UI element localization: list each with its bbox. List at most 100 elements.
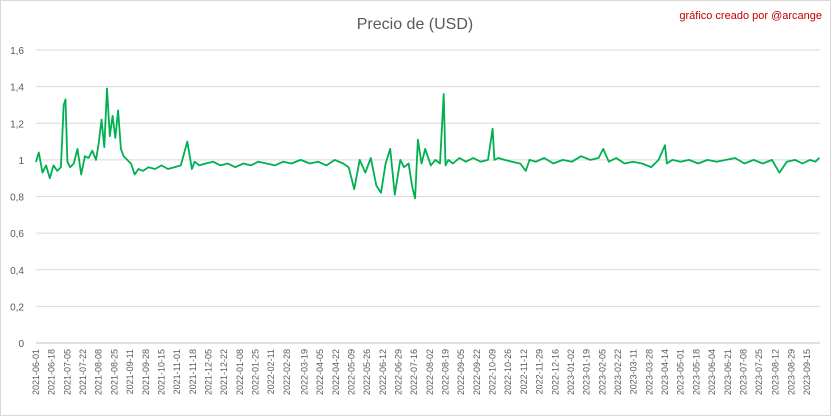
data-point xyxy=(142,170,144,172)
data-point xyxy=(434,159,436,161)
data-point xyxy=(602,148,604,150)
series-line-price xyxy=(35,87,820,200)
x-tick-label: 2021-06-18 xyxy=(47,349,57,395)
x-tick-label: 2022-05-26 xyxy=(362,349,372,395)
data-point xyxy=(480,161,482,163)
y-tick-label: 0,4 xyxy=(10,266,24,277)
data-point xyxy=(147,166,150,168)
x-tick-label: 2023-02-05 xyxy=(597,349,607,395)
data-point xyxy=(41,172,44,174)
data-point xyxy=(250,164,252,166)
data-point xyxy=(580,155,582,157)
data-point xyxy=(375,184,377,187)
data-point xyxy=(364,172,366,174)
data-point xyxy=(194,161,196,163)
data-point xyxy=(52,164,55,166)
data-point xyxy=(430,164,432,166)
x-tick-label: 2023-07-25 xyxy=(754,349,764,395)
data-point xyxy=(80,173,82,176)
data-point xyxy=(666,162,668,165)
data-point xyxy=(671,159,674,161)
data-point xyxy=(778,172,781,174)
data-point xyxy=(274,164,276,166)
x-tick-label: 2022-06-12 xyxy=(378,349,388,395)
data-point xyxy=(117,109,119,111)
data-point xyxy=(106,87,108,90)
x-tick-label: 2021-08-08 xyxy=(94,349,104,395)
data-point xyxy=(598,157,600,159)
data-point xyxy=(180,164,182,166)
x-tick-label: 2023-03-11 xyxy=(629,349,639,394)
x-tick-label: 2023-07-08 xyxy=(738,349,748,395)
data-point xyxy=(173,166,175,168)
data-point xyxy=(317,161,319,163)
x-tick-label: 2022-01-25 xyxy=(251,349,261,395)
data-point xyxy=(535,161,537,163)
data-point xyxy=(126,159,128,161)
x-tick-label: 2023-01-02 xyxy=(566,349,576,395)
x-tick-label: 2022-02-11 xyxy=(266,349,276,394)
x-tick-label: 2022-11-12 xyxy=(519,349,529,394)
y-tick-label: 1 xyxy=(18,156,24,167)
x-tick-label: 2023-05-18 xyxy=(691,349,701,395)
data-point xyxy=(198,164,200,166)
data-point xyxy=(809,159,811,161)
data-point xyxy=(325,164,328,166)
x-tick-label: 2021-09-28 xyxy=(141,349,151,395)
data-point xyxy=(63,104,65,106)
y-tick-label: 0,6 xyxy=(10,229,24,240)
data-point xyxy=(282,161,284,163)
data-point xyxy=(786,161,788,163)
y-tick-label: 1,4 xyxy=(10,83,24,94)
data-point xyxy=(399,159,401,161)
data-point xyxy=(641,162,643,165)
data-point xyxy=(420,162,423,165)
data-point xyxy=(589,159,591,161)
data-point xyxy=(120,148,122,150)
data-point xyxy=(414,197,416,199)
data-point xyxy=(219,164,222,166)
data-point xyxy=(60,166,62,168)
x-tick-label: 2023-09-15 xyxy=(802,349,812,395)
x-tick-label: 2022-01-08 xyxy=(235,349,245,395)
data-point xyxy=(69,166,71,168)
data-point xyxy=(472,157,474,159)
data-point xyxy=(688,159,690,161)
gridlines xyxy=(36,49,820,307)
data-point xyxy=(167,168,169,170)
x-tick-label: 2022-04-05 xyxy=(315,349,325,395)
x-tick-label: 2023-03-28 xyxy=(644,349,654,395)
x-axis-ticks: 2021-06-01 2021-06-18 2021-07-05 2021-07-22… xyxy=(31,349,812,395)
data-point xyxy=(38,151,40,154)
data-point xyxy=(109,135,111,137)
y-tick-label: 1,2 xyxy=(10,119,24,130)
data-point xyxy=(266,162,268,165)
data-point xyxy=(359,159,361,161)
x-tick-label: 2023-02-22 xyxy=(613,349,623,395)
data-point xyxy=(370,157,372,159)
data-point xyxy=(417,139,419,141)
data-point xyxy=(697,162,699,165)
data-point xyxy=(76,148,79,150)
data-point xyxy=(334,159,336,161)
data-point xyxy=(385,162,387,165)
data-point xyxy=(73,162,75,165)
data-point xyxy=(227,162,229,165)
data-point xyxy=(389,148,391,150)
y-tick-label: 1,6 xyxy=(10,46,24,57)
data-point xyxy=(309,162,311,165)
data-point xyxy=(88,157,90,159)
data-point xyxy=(353,188,355,190)
data-point xyxy=(497,157,499,159)
data-point xyxy=(411,186,413,188)
series-points xyxy=(35,87,820,199)
data-point xyxy=(743,162,746,165)
data-point xyxy=(64,98,67,100)
data-point xyxy=(615,157,617,159)
data-point xyxy=(664,144,666,146)
data-point xyxy=(300,159,302,161)
data-point xyxy=(95,159,97,161)
data-point xyxy=(818,157,820,159)
data-point xyxy=(753,159,755,161)
